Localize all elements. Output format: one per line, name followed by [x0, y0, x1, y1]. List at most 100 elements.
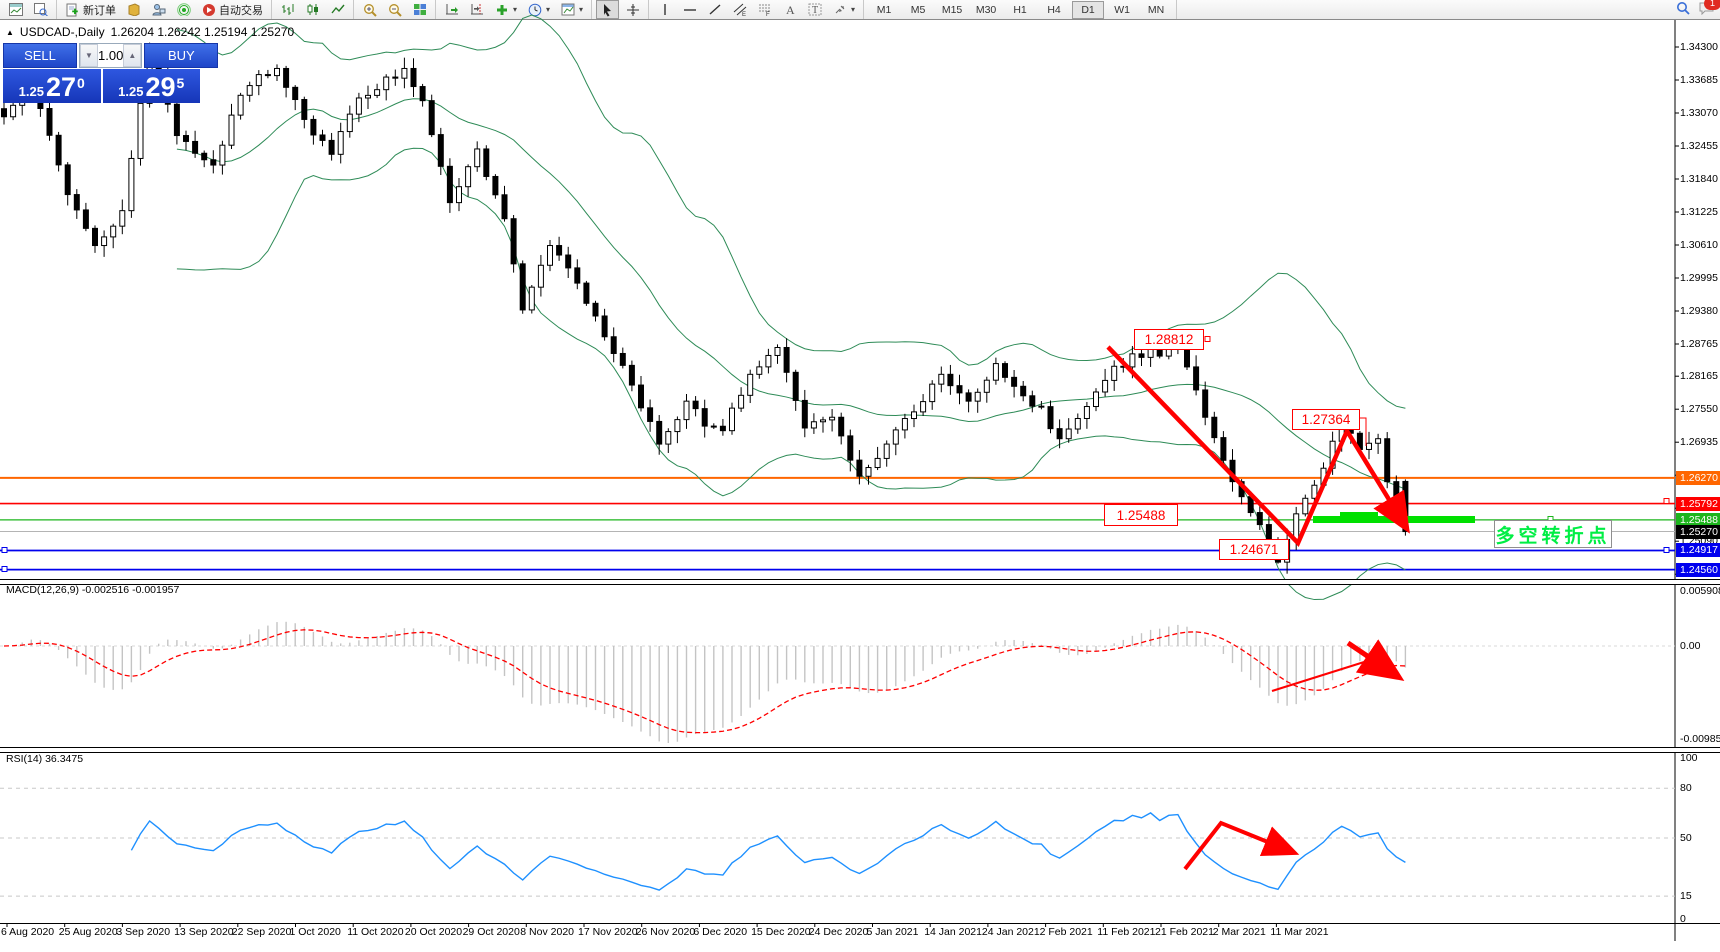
note-annotation[interactable]: 多空转折点 — [1494, 520, 1612, 548]
volume-input[interactable]: 1.00 — [98, 48, 124, 63]
crosshair-button[interactable] — [621, 0, 644, 19]
date-label: 14 Jan 2021 — [924, 926, 982, 938]
chevron-down-icon: ▾ — [851, 5, 856, 14]
macd-signal-line — [3, 629, 1406, 734]
rsi-pane-separator[interactable] — [0, 747, 1720, 753]
macd-axis-zero: 0.00 — [1680, 640, 1701, 652]
timeframe-m1-button[interactable]: M1 — [876, 3, 892, 16]
macd-pane-separator[interactable] — [0, 579, 1720, 585]
sell-price-big: 27 — [45, 72, 77, 103]
price-tick: 1.33070 — [1680, 107, 1718, 119]
date-label: 5 Jan 2021 — [866, 926, 919, 938]
date-label: 24 Dec 2020 — [808, 926, 869, 938]
price-annotation-box[interactable]: 1.28812 — [1134, 329, 1204, 350]
support-highlight-band[interactable] — [1340, 512, 1378, 517]
fibonacci-button[interactable]: F — [753, 0, 776, 19]
signals-button[interactable] — [172, 0, 195, 19]
object-handle[interactable] — [1, 566, 8, 572]
trendline-button[interactable] — [703, 0, 726, 19]
equidistant-channel-icon: E — [732, 2, 747, 17]
object-handle[interactable] — [1663, 547, 1670, 553]
buy-button[interactable]: BUY — [144, 43, 219, 68]
timeframe-d1-button[interactable]: D1 — [1072, 0, 1105, 19]
object-handle[interactable] — [1204, 336, 1211, 342]
chart-shift-button[interactable] — [465, 0, 488, 19]
price-tick: 1.28765 — [1680, 338, 1718, 350]
periods-button[interactable]: ▾ — [523, 0, 554, 19]
support-highlight-band[interactable] — [1313, 516, 1475, 523]
text-button[interactable]: A — [778, 0, 801, 19]
rsi-line — [130, 812, 1406, 891]
macd-axis-max: 0.005908 — [1680, 585, 1720, 597]
price-annotation-box[interactable]: 1.27364 — [1292, 409, 1360, 430]
timeframe-m5-button[interactable]: M5 — [910, 3, 926, 16]
collapse-arrow-icon[interactable]: ▲ — [6, 27, 14, 37]
tile-windows-button[interactable] — [408, 0, 431, 19]
indicators-icon — [494, 2, 509, 17]
chevron-down-icon: ▾ — [546, 5, 551, 14]
community-button[interactable] — [147, 0, 170, 19]
timeframe-h1-button[interactable]: H1 — [1013, 3, 1027, 16]
auto-trading-button[interactable]: 自动交易 — [197, 0, 267, 19]
line-chart-button[interactable] — [326, 0, 349, 19]
price-tick: 1.28165 — [1680, 370, 1718, 383]
date-label: 29 Oct 2020 — [462, 926, 520, 938]
rsi-axis-0: 0 — [1680, 913, 1686, 925]
candles-chart-button[interactable] — [301, 0, 324, 19]
price-line-label: 1.25792 — [1676, 496, 1720, 511]
signals-icon — [176, 2, 191, 17]
object-handle[interactable] — [1663, 498, 1670, 504]
sell-price[interactable]: 1.25 27 0 — [3, 69, 101, 103]
object-handle[interactable] — [1, 547, 8, 553]
zoom-out-button[interactable] — [383, 0, 406, 19]
templates-button[interactable]: ▾ — [556, 0, 587, 19]
sell-button[interactable]: SELL — [3, 43, 77, 68]
history-book-button[interactable] — [122, 0, 145, 19]
sell-price-prefix: 1.25 — [18, 84, 44, 99]
bars-chart-button[interactable] — [276, 0, 299, 19]
cursor-button[interactable] — [596, 0, 620, 19]
chart-shift-icon — [469, 2, 484, 17]
tick-chart-button[interactable] — [29, 0, 52, 19]
buy-price-prefix: 1.25 — [118, 84, 144, 99]
horizontal-line-button[interactable] — [678, 0, 701, 19]
timeframe-m15-button[interactable]: M15 — [941, 3, 963, 16]
window-chart-button[interactable] — [4, 0, 27, 19]
volume-increase-button[interactable]: ▲ — [123, 44, 142, 67]
auto-scroll-button[interactable] — [440, 0, 463, 19]
timeframe-m30-button[interactable]: M30 — [975, 3, 997, 16]
templates-icon — [560, 2, 575, 17]
price-annotation-box[interactable]: 1.24671 — [1219, 539, 1289, 560]
text-label-button[interactable]: T — [803, 0, 826, 19]
new-order-button[interactable]: 新订单 — [61, 0, 120, 19]
timeframe-w1-button[interactable]: W1 — [1114, 3, 1130, 16]
new-order-label: 新订单 — [83, 4, 116, 17]
chat-icon[interactable]: 1 — [1699, 0, 1720, 18]
date-label: 15 Dec 2020 — [751, 926, 811, 938]
indicators-button[interactable]: ▾ — [490, 0, 521, 19]
line-chart-icon — [330, 2, 345, 17]
timeframe-h4-button[interactable]: H4 — [1047, 3, 1061, 16]
timeframe-mn-button[interactable]: MN — [1147, 3, 1165, 16]
toolbar-group-pointer — [592, 0, 650, 19]
rsi-zigzag-arrow — [1183, 820, 1300, 871]
price-line-label: 1.24917 — [1676, 543, 1720, 558]
search-icon[interactable] — [1676, 1, 1691, 19]
zoom-in-icon — [362, 2, 377, 17]
date-label: 8 Nov 2020 — [520, 926, 575, 938]
equidistant-channel-button[interactable]: E — [728, 0, 751, 19]
svg-text:T: T — [812, 5, 818, 16]
toolbar-group-windows — [0, 0, 57, 19]
date-label: 3 Sep 2020 — [116, 926, 171, 938]
buy-price[interactable]: 1.25 29 5 — [102, 69, 200, 103]
vertical-line-button[interactable] — [653, 0, 676, 19]
bollinger-upper-band — [176, 14, 1406, 409]
price-annotation-box[interactable]: 1.25488 — [1104, 504, 1178, 526]
zoom-in-button[interactable] — [358, 0, 381, 19]
volume-decrease-button[interactable]: ▼ — [80, 44, 98, 67]
trendline-icon — [707, 2, 722, 17]
arrows-button[interactable]: ▾ — [828, 0, 859, 19]
fibonacci-icon: F — [757, 2, 772, 17]
